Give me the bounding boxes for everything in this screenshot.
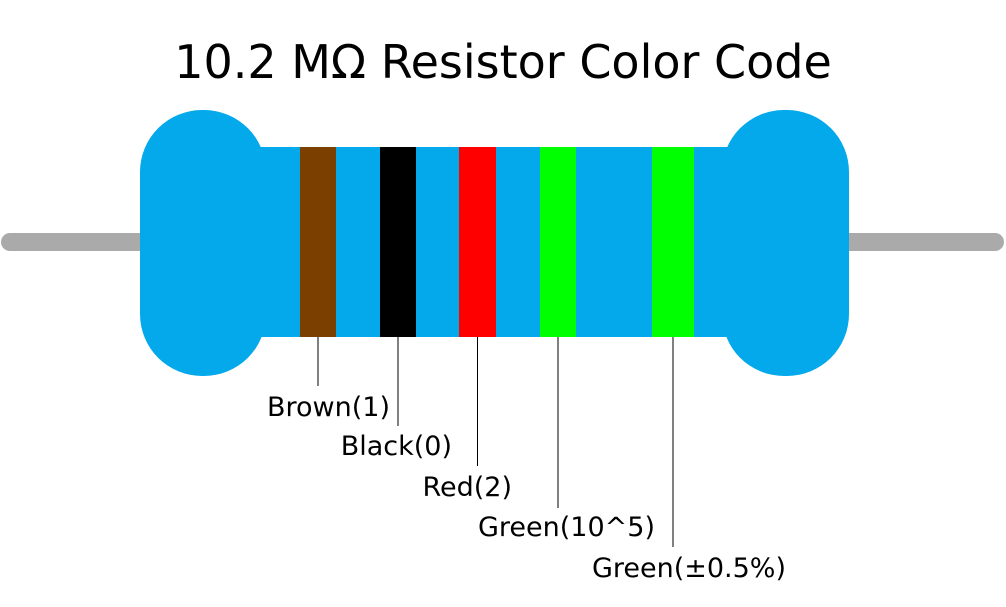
- color-band: [300, 147, 336, 337]
- body: [200, 147, 800, 337]
- color-band: [652, 147, 694, 337]
- band-label: Green(±0.5%): [592, 553, 786, 584]
- title: 10.2 MΩ Resistor Color Code: [174, 35, 832, 89]
- color-band: [459, 147, 496, 337]
- bands: Brown(1) Black(0) Red(2) Green(10^5) Green(±…: [267, 147, 786, 584]
- band-label: Brown(1): [267, 392, 390, 423]
- color-band: [380, 147, 416, 337]
- band-label: Green(10^5): [478, 512, 655, 543]
- band-label: Red(2): [422, 472, 512, 503]
- band-label: Black(0): [341, 431, 452, 462]
- color-band: [540, 147, 576, 337]
